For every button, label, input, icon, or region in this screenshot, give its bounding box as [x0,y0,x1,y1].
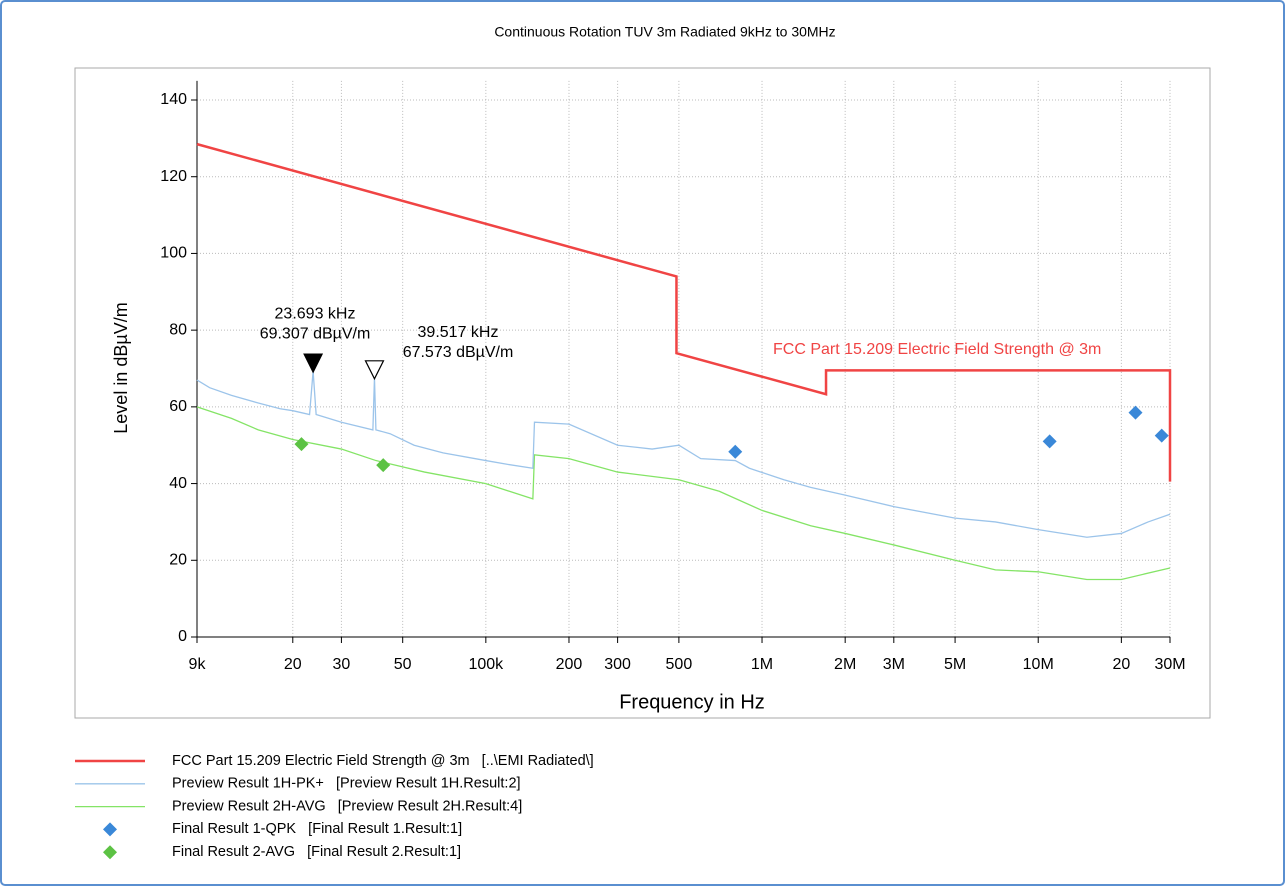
marker-triangle [303,353,324,374]
x-tick-label: 300 [604,656,631,673]
y-tick-label: 60 [169,398,187,415]
data-point [294,437,309,452]
limit-label: FCC Part 15.209 Electric Field Strength … [773,341,1101,358]
data-point [1128,405,1143,420]
marker-label: 67.573 dBµV/m [403,344,514,361]
x-axis-label: Frequency in Hz [619,691,765,713]
x-tick-label: 10M [1023,656,1054,673]
data-point [1042,434,1057,449]
x-tick-label: 30 [333,656,351,673]
marker-triangle [364,360,385,381]
y-tick-label: 0 [178,628,187,645]
legend-label: Final Result 1-QPK [Final Result 1.Resul… [172,821,462,837]
series-line [196,406,1171,581]
x-tick-label: 5M [944,656,966,673]
y-tick-label: 140 [160,91,187,108]
legend-label: Preview Result 2H-AVG [Preview Result 2H… [172,798,522,814]
y-tick-label: 100 [160,245,187,262]
x-tick-label: 2M [834,656,856,673]
series-line [196,371,1171,538]
y-tick-label: 80 [169,321,187,338]
x-tick-label: 20 [1112,656,1130,673]
data-point [1154,428,1169,443]
y-axis-label: Level in dBµV/m [111,302,131,433]
x-tick-label: 3M [883,656,905,673]
x-tick-label: 100k [468,656,504,673]
legend-label: Preview Result 1H-PK+ [Preview Result 1H… [172,776,521,792]
data-point [728,444,743,459]
x-tick-label: 500 [666,656,693,673]
legend-swatch [103,822,117,837]
data-point [376,458,391,473]
legend-label: Final Result 2-AVG [Final Result 2.Resul… [172,844,461,860]
marker-label: 23.693 kHz [275,305,356,322]
x-tick-label: 1M [751,656,773,673]
x-tick-label: 9k [189,656,207,673]
x-tick-label: 30M [1154,656,1185,673]
plot-frame [74,67,1211,719]
marker-label: 39.517 kHz [418,324,499,341]
x-tick-label: 50 [394,656,412,673]
y-tick-label: 40 [169,475,187,492]
y-tick-label: 20 [169,552,187,569]
x-tick-label: 200 [556,656,583,673]
series-line [196,142,1172,482]
y-tick-label: 120 [160,168,187,185]
legend-swatch [103,845,117,860]
marker-label: 69.307 dBµV/m [260,325,371,342]
chart-title: Continuous Rotation TUV 3m Radiated 9kHz… [494,24,835,40]
legend-label: FCC Part 15.209 Electric Field Strength … [172,753,594,769]
x-tick-label: 20 [284,656,302,673]
